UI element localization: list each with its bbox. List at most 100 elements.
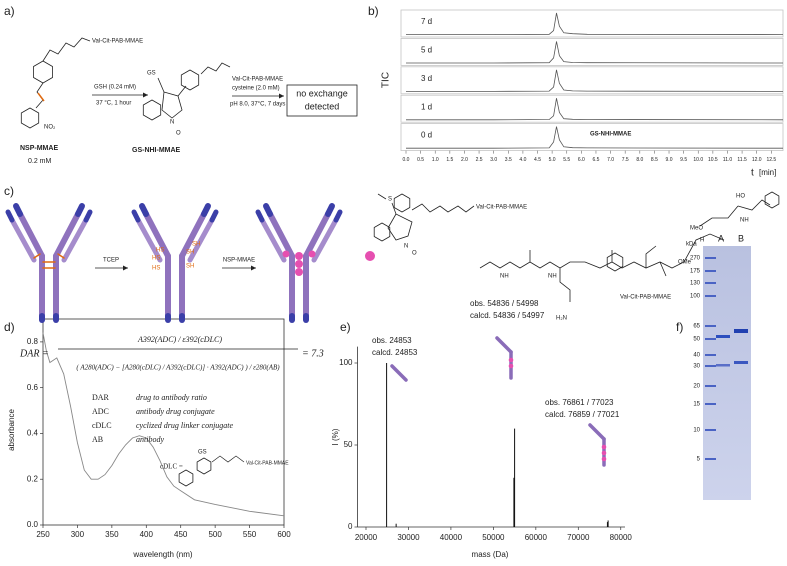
x-tick-label: 7.5 xyxy=(622,157,629,163)
x-tick-label: 3.0 xyxy=(490,157,497,163)
conditions: 37 °C, 1 hour xyxy=(96,101,131,107)
antibody xyxy=(255,203,343,323)
annotation-obs: obs. 76861 / 77023 xyxy=(545,398,614,407)
x-tick-label: 500 xyxy=(208,530,222,539)
marker-label: 20 xyxy=(693,384,700,390)
gel-band xyxy=(716,335,730,338)
spectrum-line xyxy=(42,332,285,517)
atom-label: H xyxy=(700,238,704,244)
trace xyxy=(406,41,784,64)
structure-chain: Val-Cit-PAB-MMAE xyxy=(246,460,289,466)
antibody-chain xyxy=(303,211,331,259)
definition-meaning: antibody xyxy=(136,435,164,444)
x-tick-label: 10.0 xyxy=(693,157,703,163)
chain-label: Val-Cit-PAB-MMAE xyxy=(92,39,143,45)
trace-frame xyxy=(400,9,784,38)
trace-frame xyxy=(400,38,784,66)
annotation-obs: obs. 54836 / 54998 xyxy=(470,299,539,308)
y-tick-label: 0.2 xyxy=(27,474,39,483)
thiol-label: HS xyxy=(156,248,164,254)
structure-thiol: GS xyxy=(198,450,207,456)
y-tick-label: 100 xyxy=(339,358,353,367)
atom-label: NO₂ xyxy=(44,125,56,131)
result: detected xyxy=(305,101,340,111)
gel-band xyxy=(734,329,748,333)
marker-label: 50 xyxy=(693,337,700,343)
gel-band xyxy=(716,364,730,367)
thiol-label: SH xyxy=(192,242,200,248)
formula-denominator: ( A280(ADC) − [A280(cDLC) / A392(cDLC)] … xyxy=(76,364,280,372)
antibody-chain xyxy=(325,203,335,217)
arrow-head xyxy=(123,265,128,271)
x-tick-label: 10.5 xyxy=(708,157,718,163)
y-axis-label: TIC xyxy=(381,72,392,88)
concentration: 0.2 mM xyxy=(28,158,52,165)
lane-label: A xyxy=(718,233,724,243)
icon-payload xyxy=(601,450,607,456)
annotation-obs: obs. 24853 xyxy=(372,336,412,345)
marker-label: 100 xyxy=(690,294,701,300)
bond xyxy=(42,37,91,62)
antibody-chain xyxy=(255,209,265,223)
gel: kDa A B xyxy=(686,233,751,500)
atom-label: O xyxy=(176,131,181,137)
x-tick-label: 12.0 xyxy=(752,157,762,163)
antibody-chain xyxy=(179,211,207,259)
scheme-a: Val-Cit-PAB-MMAE NO₂ NSP-MMAE 0.2 mM GSH… xyxy=(20,37,358,165)
antibody-chain xyxy=(187,217,215,263)
ring xyxy=(20,107,40,129)
x-tick-label: 350 xyxy=(105,530,119,539)
ladder-band xyxy=(705,282,716,284)
trace-label: 5 d xyxy=(421,46,432,55)
gel-band xyxy=(734,361,748,364)
y-tick-label: 0.6 xyxy=(27,383,39,392)
x-tick-label: 300 xyxy=(71,530,85,539)
x-tick-label: 20000 xyxy=(355,533,378,542)
ladder-band xyxy=(705,270,716,272)
ladder-band xyxy=(705,429,716,431)
bond xyxy=(377,193,475,241)
ladder-band xyxy=(705,325,716,327)
definition-abbr: AB xyxy=(92,435,103,444)
atom-label: NH xyxy=(740,218,749,224)
ladder-band xyxy=(705,385,716,387)
icon-payload xyxy=(508,363,514,369)
marker-label: 270 xyxy=(690,256,701,262)
antibody-chain xyxy=(5,209,15,223)
marker-label: 15 xyxy=(693,402,700,408)
bond xyxy=(157,62,231,119)
x-tick-label: 250 xyxy=(36,530,50,539)
trace-frame xyxy=(400,66,784,95)
x-tick-label: 400 xyxy=(140,530,154,539)
x-tick-label: 50000 xyxy=(482,533,505,542)
x-tick-label: 5.5 xyxy=(563,157,570,163)
antibody-chain xyxy=(267,211,295,259)
panel-label: d) xyxy=(4,320,15,334)
icon-payload xyxy=(601,444,607,450)
x-tick-label: 2.0 xyxy=(461,157,468,163)
antibody-chain xyxy=(333,209,343,223)
antibody-chain xyxy=(139,203,149,217)
x-axis-unit: [min] xyxy=(759,168,776,177)
antibody-chain xyxy=(75,203,85,217)
y-tick-label: 0.0 xyxy=(27,520,39,529)
marker-label: 65 xyxy=(693,324,700,330)
bond xyxy=(479,199,771,302)
annotation: GS-NHI-MMAE xyxy=(590,132,631,138)
atom-label: HO xyxy=(736,194,745,200)
ladder-band xyxy=(705,458,716,460)
gel-unit: kDa xyxy=(686,242,697,248)
marker-label: 30 xyxy=(693,364,700,370)
antibody-chain xyxy=(131,209,141,223)
conditions: pH 8.0, 37°C, 7 days xyxy=(230,102,285,108)
arrow-head xyxy=(251,265,256,271)
ladder-band xyxy=(705,338,716,340)
x-tick-label: 8.0 xyxy=(636,157,643,163)
trace-frame xyxy=(400,94,784,123)
y-tick-label: 0.4 xyxy=(27,429,39,438)
compound-name: GS-NHI-MMAE xyxy=(132,147,181,154)
antibody-chain xyxy=(53,211,81,259)
marker-label: 10 xyxy=(693,428,700,434)
x-tick-label: 3.5 xyxy=(505,157,512,163)
payload-sphere xyxy=(295,260,303,268)
